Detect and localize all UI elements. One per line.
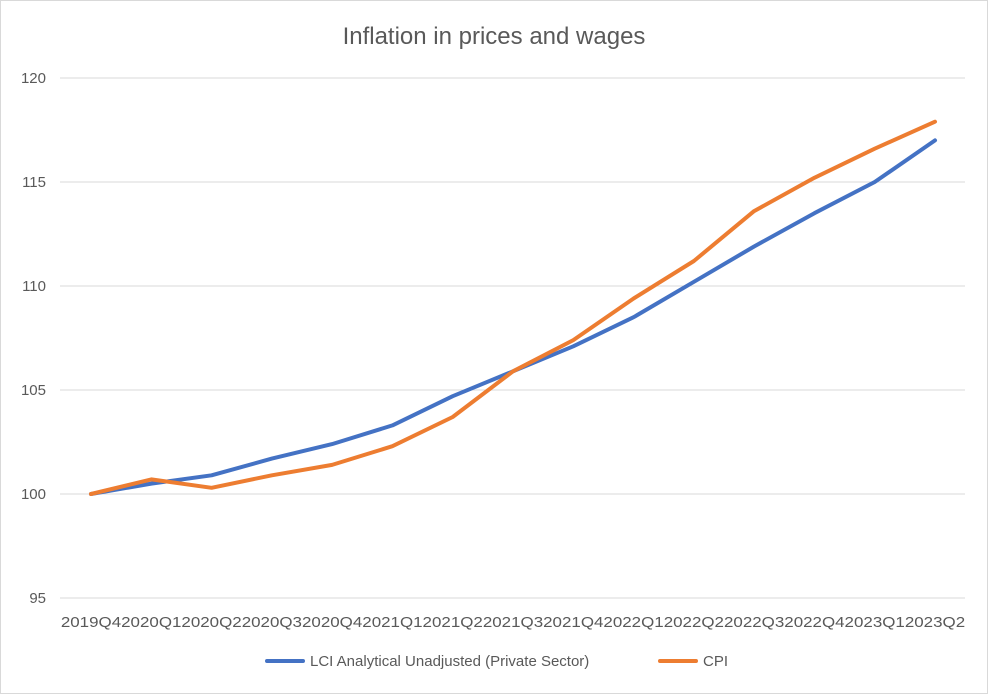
x-tick-label: 2020Q2: [181, 614, 241, 631]
x-axis-tick-labels: 2019Q4 2020Q1 2020Q2 2020Q3 2020Q4 2021Q1 2021…: [61, 614, 965, 631]
legend: LCI Analytical Unadjusted (Private Secto…: [265, 653, 728, 670]
legend-label: LCI Analytical Unadjusted (Private Secto…: [310, 653, 589, 670]
y-tick-label: 95: [29, 590, 46, 607]
series-line-0: [89, 138, 937, 496]
chart-title: Inflation in prices and wages: [343, 23, 646, 50]
y-tick-label: 120: [21, 70, 46, 87]
y-tick-label: 105: [21, 382, 46, 399]
series-line-1: [89, 119, 937, 496]
x-tick-label: 2022Q3: [724, 614, 784, 631]
legend-label: CPI: [703, 653, 728, 670]
gridlines: [60, 77, 965, 599]
y-tick-label: 100: [21, 486, 46, 503]
y-axis-tick-labels: 95 100 105 110 115 120: [21, 70, 46, 607]
x-tick-label: 2021Q1: [362, 614, 422, 631]
x-tick-label: 2019Q4: [61, 614, 121, 631]
x-tick-label: 2022Q1: [603, 614, 663, 631]
x-tick-label: 2021Q3: [483, 614, 543, 631]
x-tick-label: 2020Q1: [121, 614, 181, 631]
x-tick-label: 2022Q4: [784, 614, 844, 631]
x-tick-label: 2021Q4: [543, 614, 603, 631]
series-lines: [89, 119, 937, 496]
y-tick-label: 115: [22, 174, 46, 191]
x-tick-label: 2020Q3: [242, 614, 302, 631]
x-tick-label: 2023Q1: [845, 614, 905, 631]
x-tick-label: 2022Q2: [664, 614, 724, 631]
x-tick-label: 2020Q4: [302, 614, 362, 631]
y-tick-label: 110: [22, 278, 46, 295]
x-tick-label: 2021Q2: [423, 614, 483, 631]
x-tick-label: 2023Q2: [905, 614, 965, 631]
